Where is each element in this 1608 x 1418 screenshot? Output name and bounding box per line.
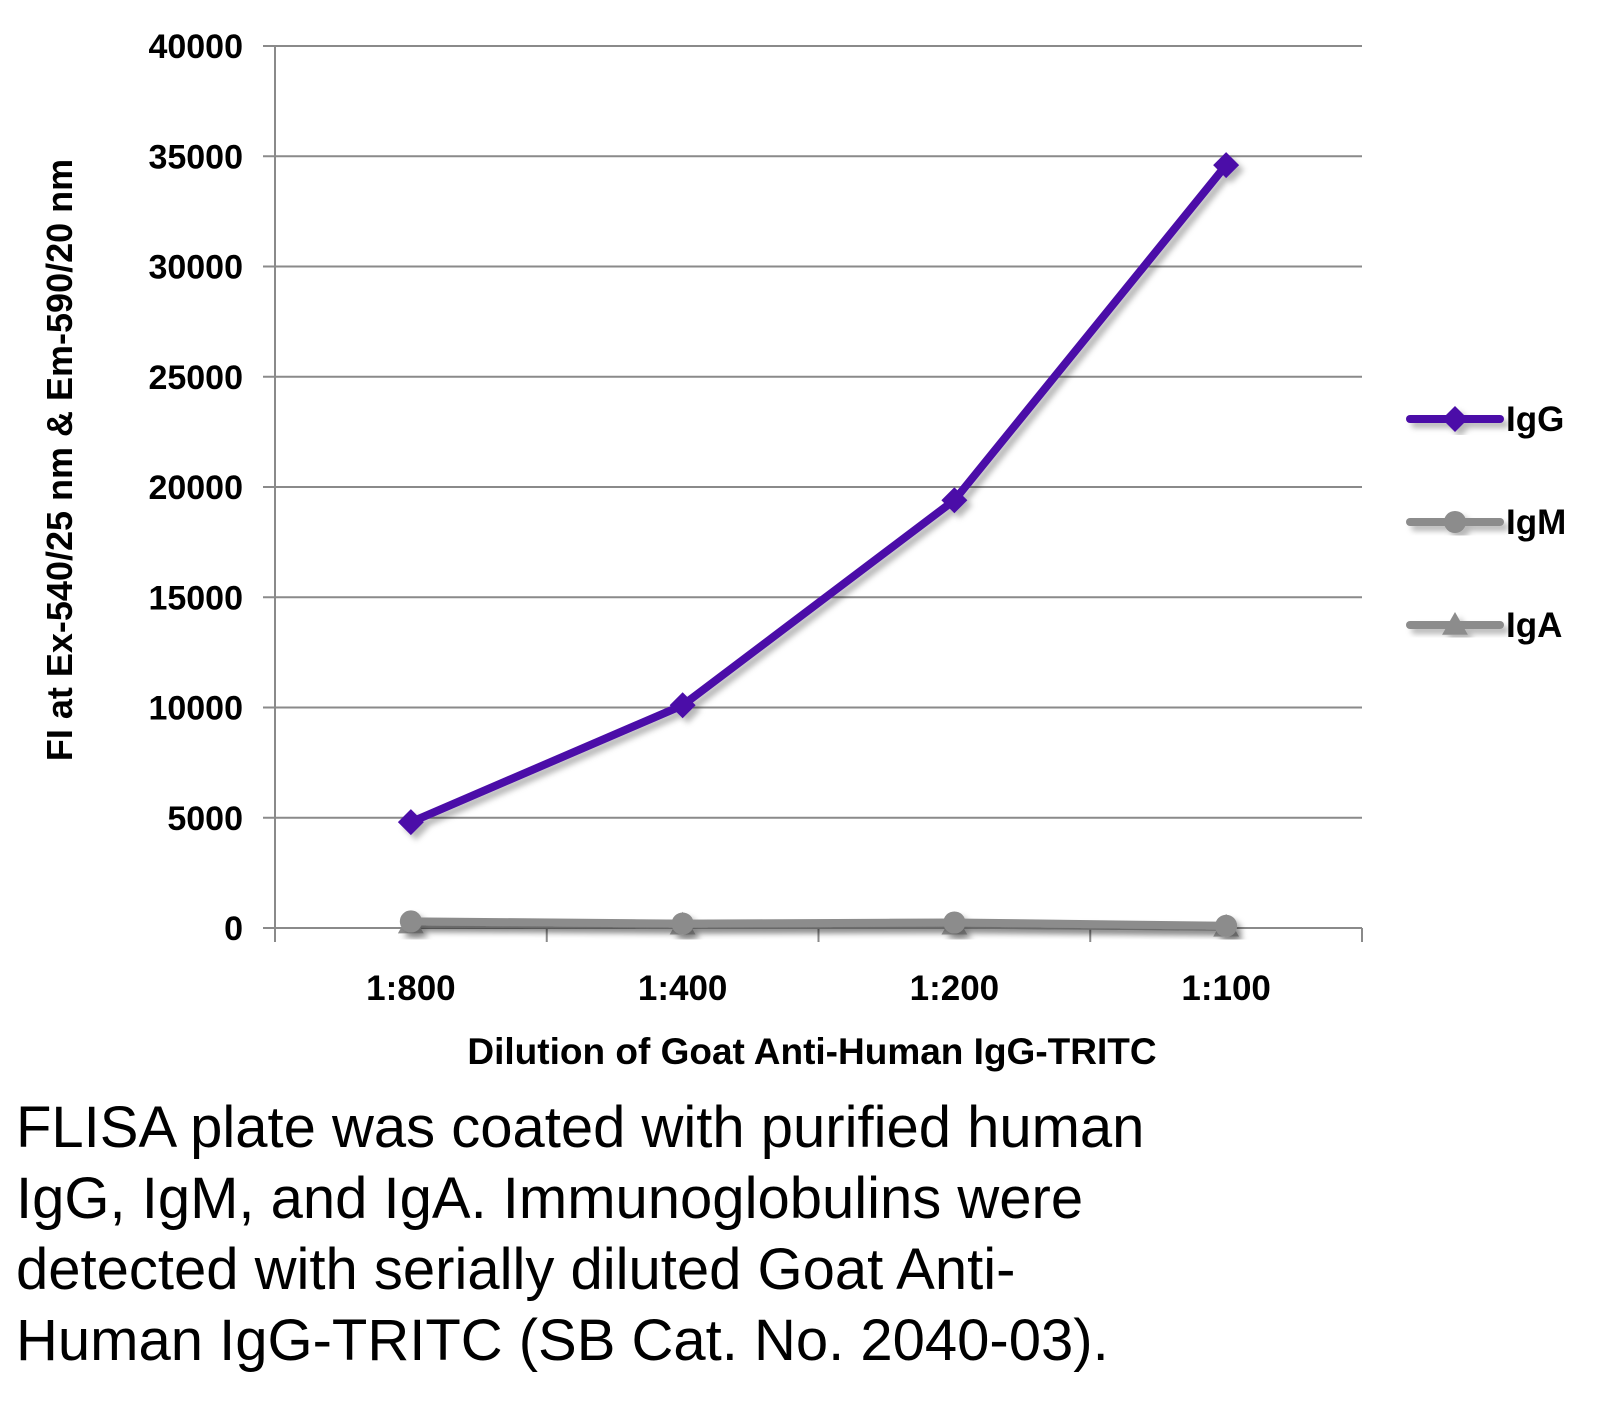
figure-caption: FLISA plate was coated with purified hum… bbox=[16, 1092, 1576, 1376]
series-igg bbox=[397, 152, 1240, 836]
legend-item-igm bbox=[1406, 510, 1504, 534]
x-tick-label: 1:100 bbox=[1181, 969, 1271, 1008]
data-point-igm bbox=[1215, 914, 1238, 937]
y-tick-label: 20000 bbox=[148, 469, 243, 507]
legend-label-igm: IgM bbox=[1506, 503, 1566, 542]
y-tick-label: 0 bbox=[224, 910, 243, 948]
legend-marker-igg bbox=[1442, 406, 1468, 432]
line-chart: 0 5000 10000 15000 20000 25000 30000 35000 40000… bbox=[39, 28, 1566, 1072]
y-tick-label: 5000 bbox=[167, 800, 243, 838]
legend-marker-iga bbox=[1442, 612, 1468, 635]
axes bbox=[263, 45, 1363, 942]
legend-label-iga: IgA bbox=[1506, 606, 1562, 645]
series-igm bbox=[399, 910, 1238, 937]
data-point-igg bbox=[941, 487, 968, 514]
y-tick-label: 25000 bbox=[148, 359, 243, 397]
series-line-igm bbox=[406, 917, 1231, 930]
data-point-igg bbox=[1213, 152, 1240, 179]
x-axis-title: Dilution of Goat Anti-Human IgG-TRITC bbox=[467, 1031, 1156, 1072]
legend: IgG IgM IgA bbox=[1406, 400, 1566, 645]
caption-line-1: FLISA plate was coated with purified hum… bbox=[16, 1095, 1145, 1160]
y-tick-label: 40000 bbox=[148, 28, 243, 66]
y-tick-label: 15000 bbox=[148, 579, 243, 617]
y-tick-label: 30000 bbox=[148, 249, 243, 287]
series-group bbox=[397, 152, 1240, 937]
series-line-igg bbox=[406, 161, 1231, 827]
y-axis-title: FI at Ex-540/25 nm & Em-590/20 nm bbox=[39, 159, 80, 761]
legend-item-igg bbox=[1406, 406, 1504, 432]
data-point-igm bbox=[399, 910, 422, 933]
legend-item-iga bbox=[1406, 612, 1504, 635]
gridlines bbox=[275, 45, 1362, 819]
data-point-igm bbox=[671, 912, 694, 935]
y-tick-label: 10000 bbox=[148, 690, 243, 728]
caption-line-2: IgG, IgM, and IgA. Immunoglobulins were bbox=[16, 1166, 1084, 1231]
x-tick-labels: 1:800 1:400 1:200 1:100 bbox=[366, 969, 1271, 1008]
y-tick-label: 35000 bbox=[148, 138, 243, 176]
data-point-igg bbox=[669, 692, 696, 719]
x-tick-label: 1:200 bbox=[910, 969, 1000, 1008]
x-tick-label: 1:800 bbox=[366, 969, 456, 1008]
data-point-igg bbox=[397, 809, 424, 836]
x-tick-label: 1:400 bbox=[638, 969, 728, 1008]
data-point-igm bbox=[943, 911, 966, 934]
caption-line-4: Human IgG-TRITC (SB Cat. No. 2040-03). bbox=[16, 1308, 1109, 1373]
y-tick-labels: 0 5000 10000 15000 20000 25000 30000 35000 40000 bbox=[148, 28, 243, 948]
legend-label-igg: IgG bbox=[1506, 400, 1564, 439]
legend-marker-igm bbox=[1443, 510, 1467, 534]
caption-line-3: detected with serially diluted Goat Anti… bbox=[16, 1237, 1016, 1302]
